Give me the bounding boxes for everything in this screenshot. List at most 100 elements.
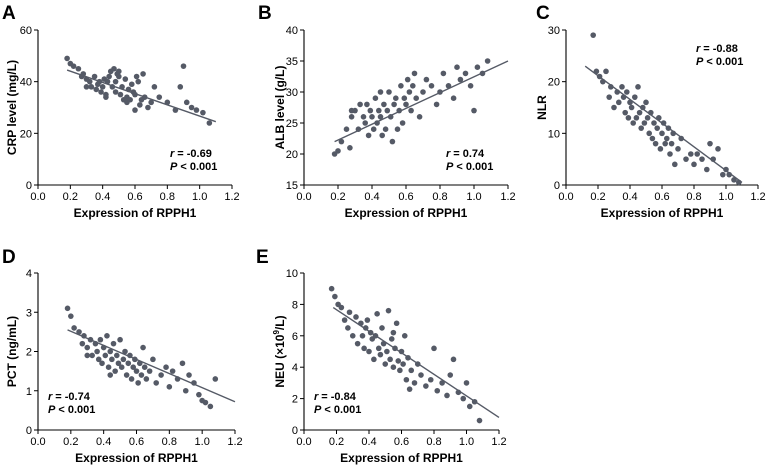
data-point (128, 81, 135, 88)
data-point (638, 125, 644, 131)
data-point (91, 73, 98, 80)
x-axis-title: Expression of RPPH1 (601, 206, 724, 220)
data-point (467, 83, 474, 89)
x-tick-label: 1.0 (195, 436, 210, 448)
panel-letter: C (536, 3, 550, 24)
data-point (166, 384, 173, 390)
data-point (431, 345, 437, 352)
data-point (122, 76, 129, 82)
panel-letter: A (2, 3, 16, 24)
data-point (338, 138, 345, 145)
data-point (335, 148, 341, 154)
y-tick-label: 4 (26, 268, 32, 280)
data-point (169, 368, 176, 374)
p-value: P < 0.001 (314, 404, 361, 416)
y-axis-title: PCT (ng/mL) (5, 316, 19, 387)
data-point (360, 114, 367, 120)
r-symbol: r (170, 148, 175, 160)
data-point (110, 340, 117, 347)
panel-b: B 0.0 0.2 0.4 0.6 0.8 1.0 1.2 15 20 25 30 35 40 Expres… (258, 3, 516, 220)
p-symbol: P (314, 404, 322, 416)
data-point (463, 380, 470, 386)
y-axis-title: CRP level (mg/L) (5, 60, 19, 155)
x-tick-label: 1.2 (491, 436, 506, 448)
data-point (343, 126, 350, 132)
y-tick-label: 40 (20, 77, 32, 89)
y-tick-label: 0 (292, 425, 298, 437)
data-point (180, 63, 187, 69)
data-point (112, 89, 119, 95)
x-tick-label: 0.2 (329, 436, 344, 448)
data-point (386, 89, 392, 95)
x-axis-title: Expression of RPPH1 (74, 206, 197, 220)
data-point (107, 372, 114, 378)
data-point (163, 364, 169, 371)
data-point (462, 70, 469, 77)
data-point (643, 99, 649, 106)
data-point (88, 84, 95, 90)
y-tick-label: 2 (26, 347, 32, 359)
x-tick-label: 0.0 (30, 191, 45, 203)
x-tick-label: 0.4 (95, 191, 110, 203)
data-point (630, 120, 636, 126)
data-point (433, 101, 440, 108)
data-point (644, 115, 651, 121)
correlation-r: r = -0.84 (314, 391, 357, 403)
p-value-text: < 0.001 (58, 404, 95, 416)
x-axis-title: Expression of RPPH1 (345, 206, 468, 220)
data-point (376, 107, 382, 114)
p-value-text: < 0.001 (180, 161, 217, 173)
data-point (95, 356, 102, 363)
data-point (83, 84, 90, 90)
data-point (115, 360, 122, 367)
data-point (186, 372, 192, 378)
data-point (636, 109, 643, 116)
data-point (590, 32, 596, 38)
data-point (94, 348, 100, 355)
data-point (153, 380, 159, 386)
x-tick-label: 0.2 (330, 191, 345, 203)
data-point (328, 285, 335, 292)
data-point (117, 336, 123, 343)
x-tick-label: 1.2 (224, 191, 239, 203)
data-point (408, 367, 415, 374)
y-tick-label: 6 (292, 331, 298, 343)
data-point (444, 392, 450, 399)
data-point (397, 367, 403, 374)
x-tick-label: 0.6 (394, 436, 409, 448)
panel-letter: E (256, 247, 269, 268)
data-point (93, 86, 99, 93)
data-point (616, 99, 622, 106)
data-point (377, 114, 384, 120)
data-point (97, 336, 104, 343)
r-symbol: r (696, 43, 701, 55)
data-point (370, 126, 377, 132)
data-point (395, 358, 402, 364)
data-point (662, 140, 668, 147)
data-point (385, 307, 392, 314)
data-point (105, 364, 112, 371)
data-point (158, 372, 164, 378)
data-point (118, 364, 125, 371)
p-symbol: P (48, 404, 56, 416)
data-point (133, 368, 140, 374)
data-point (146, 368, 153, 374)
data-point (347, 145, 353, 151)
data-point (345, 325, 351, 331)
data-point (404, 76, 411, 83)
correlation-r: r = 0.74 (446, 148, 485, 160)
regression-line (334, 60, 509, 143)
data-point (660, 120, 667, 126)
data-point (393, 320, 400, 327)
data-point (111, 65, 117, 72)
data-point (183, 99, 190, 106)
data-point (362, 120, 369, 126)
data-point (423, 76, 430, 83)
y-tick-label: 10 (286, 268, 298, 280)
y-tick-label: 20 (286, 149, 298, 161)
correlation-r: r = -0.69 (170, 148, 212, 160)
data-point (188, 104, 195, 111)
data-point (401, 333, 408, 339)
data-point (428, 83, 435, 89)
